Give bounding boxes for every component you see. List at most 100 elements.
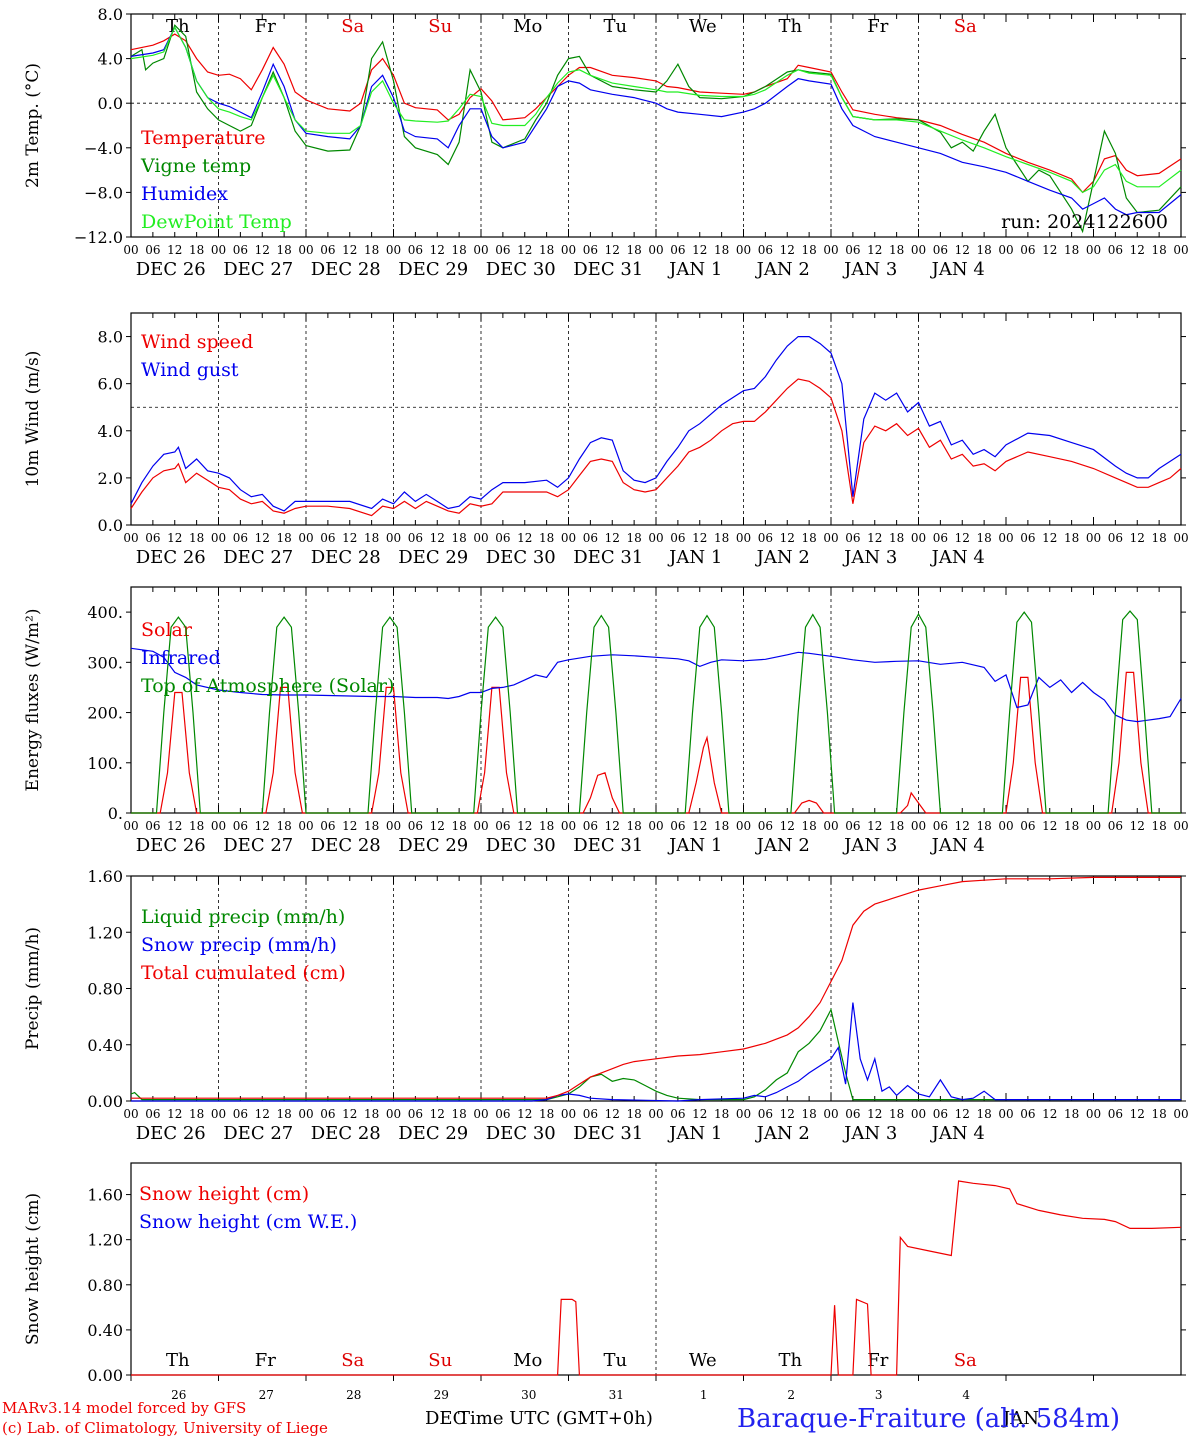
day-name-label: Sa [954,1350,977,1371]
x-tick-label: 00 [1086,531,1101,545]
x-tick-label: 00 [823,819,838,833]
x-tick-label: 18 [626,531,641,545]
x-tick-label: 06 [495,819,510,833]
x-tick-label: 18 [1151,1107,1166,1121]
station-label: Baraque-Fraiture (alt. 584m) [737,1404,1120,1434]
x-tick-label: 12 [1042,819,1057,833]
x-tick-label: 12 [430,243,445,257]
day-name-label: Mo [513,1350,542,1371]
x-tick-label: 12 [780,531,795,545]
x-tick-label: 00 [648,819,663,833]
run-annotation: run: 2024122600 [1001,211,1168,233]
x-tick-label: 12 [955,819,970,833]
x-tick-label: 12 [517,243,532,257]
legend-entry: Top of Atmosphere (Solar) [141,675,394,697]
x-tick-label: 12 [517,819,532,833]
series-line-2 [130,336,1182,512]
x-tick-label: 06 [1108,531,1123,545]
date-label: DEC 29 [398,1123,468,1144]
x-tick-label: 18 [714,531,729,545]
legend-entry: Snow height (cm W.E.) [139,1211,357,1233]
x-tick-label: 00 [736,1107,751,1121]
series-line-1 [130,1007,1181,1101]
x-tick-label: 06 [670,819,685,833]
x-tick-label: 06 [233,1107,248,1121]
x-tick-label: 18 [1064,1107,1079,1121]
day-name-label: Th [166,1350,190,1371]
x-tick-label: 06 [233,819,248,833]
x-tick-label: 00 [473,243,488,257]
y-tick-label: −12.0 [74,228,123,247]
x-tick-label: 00 [386,243,401,257]
day-name-label: We [689,1350,717,1371]
y-tick-label: 6.0 [98,375,123,394]
x-tick-label: 06 [233,531,248,545]
x-tick-label: 00 [123,531,138,545]
x-axis-label: Time UTC (GMT+0h) [458,1408,653,1429]
series-line-1 [130,378,1182,517]
footer: MARv3.14 model forced by GFS (c) Lab. of… [2,1399,1120,1437]
x-tick-label: 12 [167,1107,182,1121]
y-axis-label: Snow height (cm) [23,1193,43,1345]
day-name-label: Fr [255,16,276,37]
x-tick-label: 12 [780,819,795,833]
x-tick-label: 12 [167,243,182,257]
x-tick-label: 12 [692,1107,707,1121]
date-label: JAN 2 [755,835,810,856]
legend-entry: Temperature [141,127,265,149]
x-tick-label: 06 [1108,819,1123,833]
x-tick-label: 00 [298,1107,313,1121]
day-name-label: We [689,16,717,37]
date-label: DEC 27 [223,259,293,280]
x-tick-label: 18 [801,531,816,545]
legend-entry: Vigne temp [140,155,251,177]
x-tick-label: 18 [889,1107,904,1121]
date-label: JAN 3 [842,547,897,568]
day-name-label: Th [778,1350,802,1371]
x-tick-label: 00 [123,1107,138,1121]
day-name-label: Th [778,16,802,37]
series-line-1 [131,1180,1182,1376]
x-tick-label: 18 [801,1107,816,1121]
y-axis-label: Energy fluxes (W/m²) [23,609,43,792]
x-tick-label: 12 [867,531,882,545]
date-label: JAN 2 [755,547,810,568]
x-tick-label: 06 [145,243,160,257]
x-tick-label: 12 [255,1107,270,1121]
x-tick-label: 06 [583,243,598,257]
x-tick-label: 18 [976,819,991,833]
x-tick-label: 18 [364,1107,379,1121]
panel-2: 8.0 6.0 4.0 2.0 0.0 10m Wind (m/s) 00 06 12 18 00 0… [23,312,1189,568]
x-tick-label: 06 [495,531,510,545]
x-tick-label: 18 [189,531,204,545]
x-tick-label: 18 [276,819,291,833]
x-tick-label: 00 [736,819,751,833]
x-tick-label: 18 [1064,531,1079,545]
y-tick-label: 0.00 [87,1366,123,1385]
x-tick-label: 18 [276,531,291,545]
x-tick-label: 12 [255,819,270,833]
series-line-3 [131,610,1181,814]
x-tick-label: 06 [670,243,685,257]
x-tick-label: 06 [845,531,860,545]
x-tick-label: 06 [758,819,773,833]
x-tick-label: 18 [364,531,379,545]
date-label: JAN 3 [842,1123,897,1144]
x-tick-label: 06 [320,1107,335,1121]
date-label: JAN 3 [842,259,897,280]
y-axis-label: Precip (mm/h) [23,927,43,1050]
legend-entry: Total cumulated (cm) [141,962,346,984]
x-tick-label: 00 [473,531,488,545]
x-tick-label: 06 [758,243,773,257]
day-name-label: Sa [954,16,977,37]
x-tick-label: 00 [911,819,926,833]
y-tick-label: 1.20 [87,1231,123,1250]
date-label: DEC 30 [486,1123,556,1144]
x-tick-label: 12 [430,1107,445,1121]
x-tick-label: 18 [1064,819,1079,833]
x-tick-label: 06 [145,1107,160,1121]
date-label: JAN 1 [667,1123,722,1144]
x-tick-label: 00 [1173,1107,1188,1121]
x-tick-label: 06 [408,531,423,545]
x-tick-label: 18 [801,243,816,257]
